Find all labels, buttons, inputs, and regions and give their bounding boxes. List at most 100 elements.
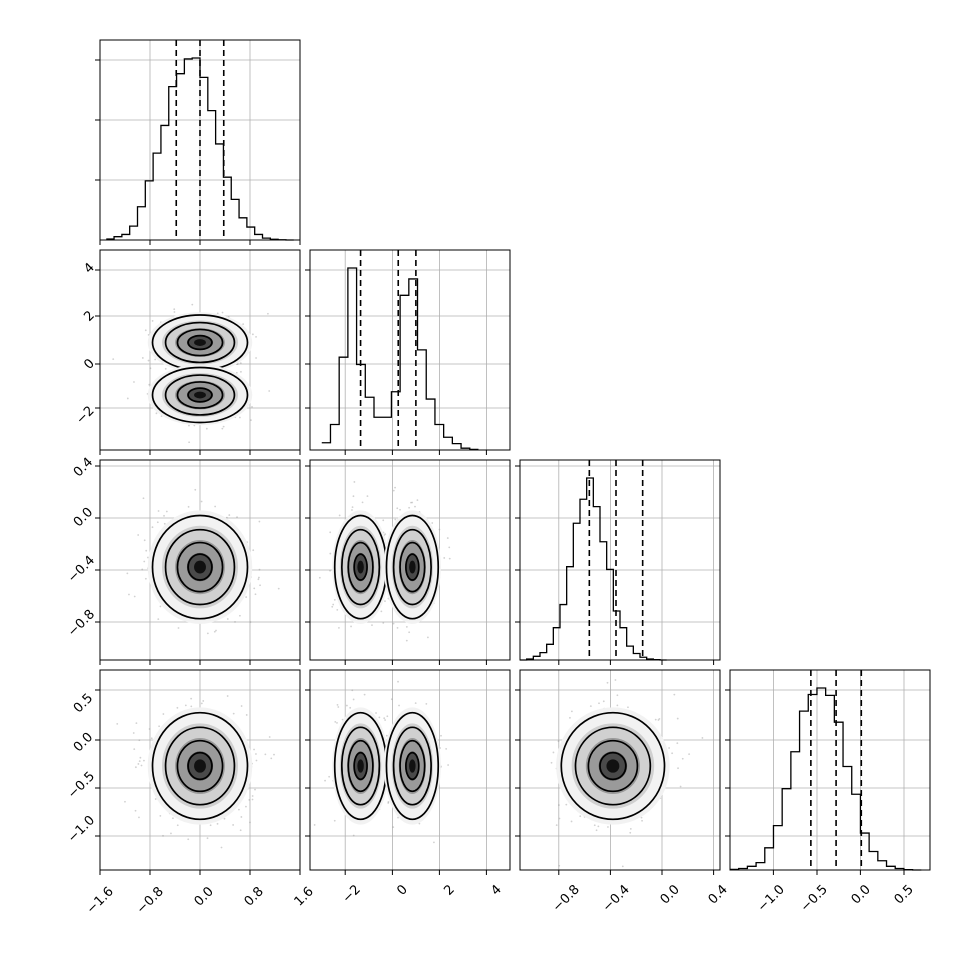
scatter-point [138,760,141,763]
histogram-steps [106,57,294,241]
scatter-point [253,587,256,590]
scatter-point [336,721,338,724]
scatter-point [238,416,241,419]
scatter-point [173,308,176,311]
scatter-point [336,704,339,706]
panel-frame [309,459,511,661]
scatter-point [188,424,190,427]
scatter-point [253,748,255,751]
scatter-panel-0-1 [95,249,301,455]
scatter-point [232,824,235,826]
contour-line [353,751,368,781]
y-tick-label: −0.8 [65,607,98,640]
scatter-point [162,713,165,715]
scatter-point [190,697,193,700]
scatter-point [245,714,248,716]
scatter-point [627,706,629,709]
scatter-point [399,508,401,511]
scatter-point [191,303,194,306]
scatter-point [329,569,331,572]
scatter-point [589,705,592,708]
scatter-point [570,820,573,823]
panel-frame [519,669,721,871]
scatter-point [427,636,429,639]
scatter-panel-2-3 [515,669,721,875]
scatter-point [232,712,235,715]
density-fill [194,339,206,346]
scatter-point [154,798,157,800]
scatter-point [386,715,389,718]
scatter-point [124,800,126,803]
scatter-point [245,805,247,808]
scatter-panel-1-3 [305,669,511,875]
scatter-point [143,560,146,563]
scatter-point [165,510,168,513]
scatter-point [156,521,159,524]
scatter-point [408,631,411,634]
scatter-point [141,568,144,571]
panel-frame [99,669,301,871]
scatter-point [249,621,252,623]
scatter-point [414,505,416,508]
density-fill [194,759,206,773]
scatter-point [190,705,193,708]
scatter-point [148,728,151,730]
scatter-point [384,533,387,536]
scatter-point [671,752,674,755]
scatter-point [138,816,140,819]
y-tick-label: 0.0 [71,505,96,530]
scatter-point [607,826,609,828]
contour-line [353,553,368,581]
scatter-point [676,717,679,720]
histogram-panel-1 [305,249,511,455]
scatter-point [366,495,369,498]
scatter-point [239,829,242,832]
x-tick-label: 0.5 [892,882,917,907]
scatter-point [254,593,257,596]
scatter-point [677,767,679,770]
scatter-point [135,722,138,725]
y-tick-label: 0.4 [71,455,96,480]
scatter-point [431,522,434,524]
scatter-point [425,702,428,705]
scatter-point [676,742,679,745]
scatter-point [390,698,393,701]
panel-frame [519,459,721,661]
scatter-point [329,552,332,555]
histogram-steps [730,687,922,871]
scatter-point [176,824,179,827]
histogram-steps [321,267,479,451]
contour-line [347,739,374,793]
scatter-point [238,808,240,811]
panel-frame [729,669,931,871]
contour-line [151,514,249,620]
scatter-point [249,821,251,824]
scatter-point [688,753,691,756]
scatter-point [240,816,243,818]
scatter-point [251,405,253,408]
scatter-point [148,383,151,386]
histogram-panel-3 [725,669,931,875]
scatter-point [258,520,261,523]
scatter-point [351,509,353,511]
scatter-point [550,761,553,764]
x-tick-label: 2 [441,882,457,898]
scatter-point [414,702,417,705]
x-tick-label: −0.8 [550,882,583,915]
scatter-point [565,803,568,806]
scatter-point [147,359,150,362]
scatter-point [251,795,254,797]
scatter-point [448,546,451,549]
panel-frame [99,249,301,451]
scatter-point [597,825,600,828]
scatter-point [641,819,643,822]
scatter-point [202,700,205,702]
scatter-point [328,775,331,778]
scatter-point [433,841,435,844]
contour-line [599,751,627,781]
scatter-point [128,593,130,596]
scatter-point [132,732,135,734]
scatter-point [176,706,179,709]
scatter-point [405,625,408,628]
scatter-point [405,639,408,642]
